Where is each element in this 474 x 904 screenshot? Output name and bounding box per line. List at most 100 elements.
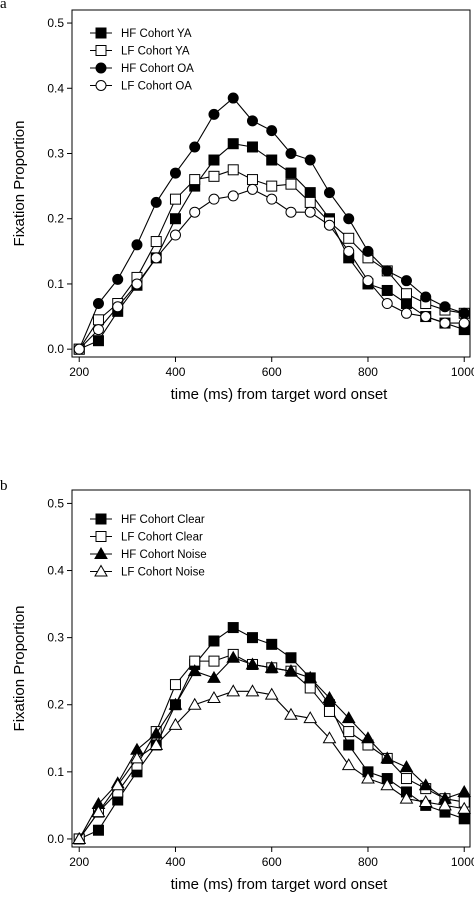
data-point	[92, 824, 104, 836]
y-tick-label: 0.1	[47, 765, 64, 779]
data-point	[73, 343, 85, 355]
legend-label: LF Cohort YA	[121, 46, 190, 58]
fixation-chart-b: 0.0 0.1 0.2 0.3 0.4 0.5 200 400 600 800 1000 time (…	[11, 489, 474, 893]
data-point	[304, 196, 316, 208]
series-2	[73, 164, 470, 355]
data-point	[169, 193, 181, 205]
y-tick-label: 0.3	[47, 146, 64, 160]
plot-frame	[71, 489, 471, 848]
data-point	[322, 691, 337, 704]
data-point	[399, 760, 414, 773]
data-point	[187, 697, 202, 710]
data-point	[439, 317, 451, 329]
data-point	[400, 275, 412, 287]
data-point	[92, 335, 104, 347]
x-tick-label: 200	[69, 855, 89, 869]
data-point	[381, 298, 393, 310]
data-point	[304, 187, 316, 199]
data-point	[285, 652, 297, 664]
x-tick-label: 200	[69, 365, 89, 379]
y-tick-label: 0.4	[47, 81, 64, 95]
data-point	[343, 245, 355, 257]
data-point	[343, 213, 355, 225]
legend-marker	[95, 62, 107, 74]
x-tick-label: 600	[262, 365, 282, 379]
data-point	[266, 638, 278, 650]
data-point	[343, 739, 355, 751]
data-point	[400, 288, 412, 300]
data-point	[131, 239, 143, 251]
data-point	[418, 795, 433, 808]
data-point	[208, 635, 220, 647]
data-point	[458, 813, 470, 825]
legend-marker	[94, 546, 108, 559]
data-point	[457, 801, 472, 814]
data-point	[189, 141, 201, 153]
data-point	[285, 147, 297, 159]
data-point	[189, 174, 201, 186]
data-point	[285, 206, 297, 218]
data-point	[264, 660, 279, 673]
legend-label: LF Cohort Noise	[121, 567, 205, 579]
legend-label: HF Cohort Noise	[121, 549, 207, 561]
data-point	[381, 265, 393, 277]
data-point	[343, 232, 355, 244]
data-point	[381, 284, 393, 296]
series-1	[73, 622, 470, 845]
data-point	[246, 183, 258, 195]
legend: HF Cohort YA LF Cohort YA HF Cohort OA LF C…	[90, 27, 194, 93]
data-point	[187, 664, 202, 677]
data-point	[420, 291, 432, 303]
data-point	[361, 771, 375, 784]
y-tick-label: 0.0	[47, 832, 64, 846]
x-axis-title: time (ms) from target word onset	[171, 386, 389, 403]
legend-marker	[95, 531, 107, 542]
legend-marker	[95, 80, 107, 91]
data-point	[418, 778, 433, 791]
y-tick-label: 0.5	[47, 496, 64, 510]
x-tick-label: 1000	[451, 855, 474, 869]
data-point	[341, 758, 356, 771]
series-line	[78, 188, 465, 350]
data-point	[341, 711, 356, 724]
x-tick-label: 800	[358, 365, 378, 379]
data-point	[362, 275, 374, 287]
data-point	[226, 684, 241, 697]
data-point	[420, 311, 432, 323]
data-point	[150, 252, 162, 264]
y-axis-title: Fixation Proportion	[11, 121, 28, 247]
data-point	[284, 707, 298, 720]
data-point	[110, 778, 125, 791]
series-4	[72, 684, 472, 844]
data-point	[245, 657, 260, 670]
series-3	[73, 92, 470, 355]
data-point	[208, 154, 220, 166]
data-point	[92, 314, 104, 326]
data-point	[72, 831, 87, 844]
data-point	[264, 687, 279, 700]
data-point	[168, 717, 183, 730]
data-point	[227, 622, 239, 634]
data-point	[149, 737, 164, 750]
data-point	[246, 632, 258, 644]
data-point	[150, 236, 162, 248]
data-point	[131, 278, 143, 290]
data-point	[361, 731, 375, 744]
data-point	[169, 213, 181, 225]
legend-label: HF Cohort OA	[121, 63, 194, 75]
data-point	[150, 196, 162, 208]
data-point	[266, 180, 278, 192]
data-point	[208, 108, 220, 120]
data-point	[362, 245, 374, 257]
data-point	[91, 805, 106, 818]
data-point	[112, 273, 124, 285]
x-tick-label: 400	[165, 365, 185, 379]
legend-marker	[95, 27, 107, 39]
data-point	[323, 219, 335, 231]
data-point	[400, 307, 412, 319]
data-point	[207, 691, 221, 704]
y-tick-label: 0.3	[47, 631, 64, 645]
data-point	[303, 711, 318, 724]
data-point	[303, 670, 318, 683]
y-tick-label: 0.5	[47, 16, 64, 30]
